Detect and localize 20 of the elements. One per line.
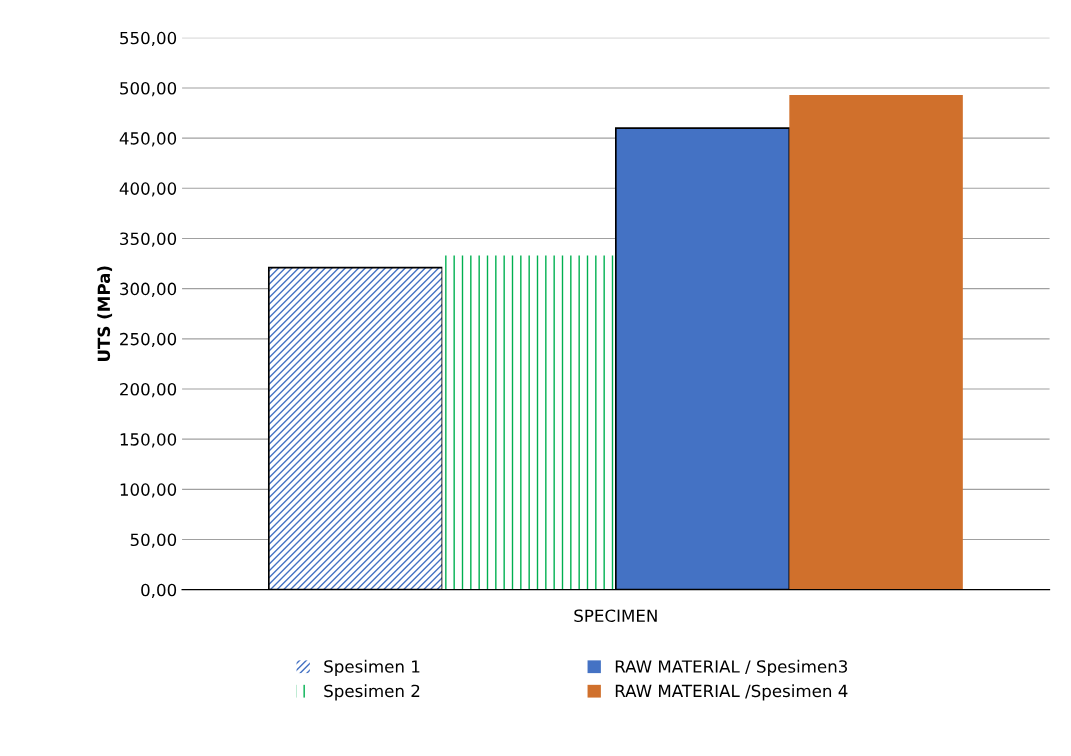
legend-label: Spesimen 2 [324, 684, 420, 701]
y-tick-label: 0,00 [141, 583, 177, 598]
y-tick-label: 250,00 [120, 332, 177, 348]
y-tick-label: 200,00 [120, 382, 177, 398]
legend-label: RAW MATERIAL /Spesimen 4 [615, 684, 848, 701]
y-tick-label: 300,00 [120, 282, 177, 297]
bar [789, 94, 963, 590]
bar [442, 255, 616, 590]
y-tick-label: 50,00 [130, 533, 177, 548]
y-tick-label: 500,00 [120, 81, 177, 97]
legend-label: RAW MATERIAL / Spesimen3 [615, 659, 848, 676]
x-tick-label: SPECIMEN [574, 609, 657, 623]
y-tick-label: 350,00 [120, 232, 177, 247]
y-tick-label: 450,00 [119, 132, 177, 147]
y-axis-title: UTS (MPa) [97, 266, 113, 361]
y-tick-label: 150,00 [120, 433, 177, 448]
legend-label: Spesimen 1 [324, 659, 420, 676]
y-tick-label: 100,00 [120, 483, 177, 498]
y-tick-label: 550,00 [120, 31, 177, 47]
y-tick-label: 400,00 [119, 182, 177, 197]
